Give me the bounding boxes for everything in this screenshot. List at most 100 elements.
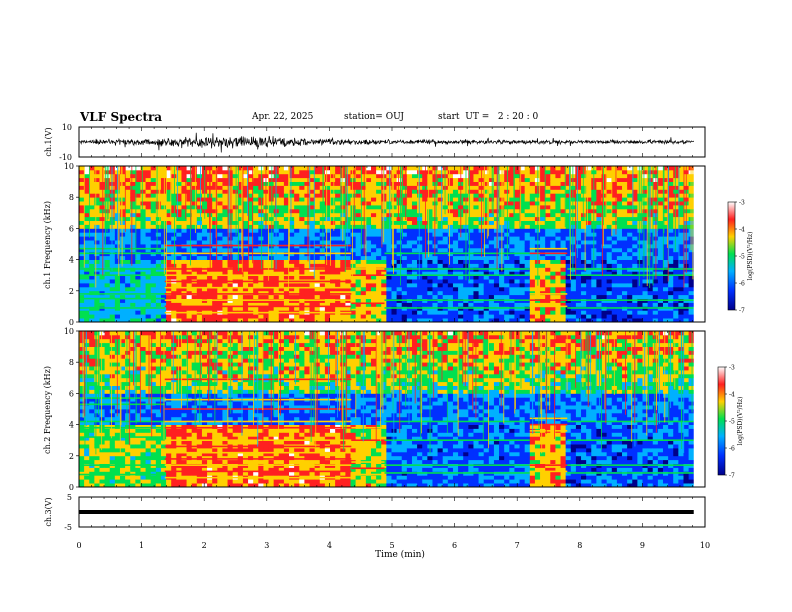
spectrogram-cell <box>386 208 392 214</box>
spectrogram-cell <box>411 181 418 186</box>
spectrogram-cell <box>84 247 90 253</box>
spectrogram-cell <box>186 290 193 296</box>
spectrogram-cell <box>365 197 372 202</box>
spectrogram-cell <box>642 259 649 264</box>
spectrogram-cell <box>417 228 423 233</box>
spectrogram-cell <box>616 279 623 284</box>
spectrogram-cell <box>335 314 341 319</box>
spectrogram-cell <box>668 290 674 296</box>
spectrogram-cell <box>232 263 239 268</box>
spectrogram-cell <box>565 201 572 206</box>
spectrogram-cell <box>191 173 198 179</box>
spectrogram-cell <box>294 208 300 214</box>
spectrogram-cell <box>283 189 290 194</box>
spectrogram-cell <box>478 275 485 280</box>
spectrogram-cell <box>207 306 213 311</box>
spectrogram-cell <box>499 302 505 307</box>
spectral-line <box>164 274 352 276</box>
spectrogram-cell <box>130 232 136 237</box>
spectrogram-cell <box>411 259 418 264</box>
spectrogram-cell <box>222 185 228 190</box>
spectrogram-cell <box>488 181 495 186</box>
spectrogram-cell <box>540 220 546 225</box>
spectrogram-cell <box>217 177 223 182</box>
spectrogram-cell <box>150 263 157 268</box>
spectrogram-cell <box>125 169 131 175</box>
spectrogram-cell <box>406 201 413 206</box>
spectrogram-cell <box>119 181 126 186</box>
spectrogram-cell <box>391 228 398 233</box>
spectrogram-cell <box>391 247 398 253</box>
spectrogram-cell <box>289 189 295 194</box>
spectrogram-cell <box>401 240 408 245</box>
spectrogram-cell <box>632 220 638 225</box>
spectrogram-cell <box>304 306 310 311</box>
spectrogram-cell <box>396 279 403 284</box>
spectrogram-cell <box>119 173 126 179</box>
spectrogram-cell <box>160 298 167 303</box>
spectrogram-cell <box>212 169 218 175</box>
spectrogram-cell <box>437 286 444 292</box>
spectrogram-cell <box>673 240 679 245</box>
spectrogram-cell <box>217 314 223 319</box>
spectrogram-cell <box>642 228 649 233</box>
spectrogram-cell <box>350 208 357 214</box>
spectrogram-cell <box>427 189 433 194</box>
spectrogram-cell <box>627 205 633 210</box>
spectrogram-cell <box>627 314 633 319</box>
spectrogram-cell <box>324 189 331 194</box>
spectrogram-cell <box>355 247 362 253</box>
spectrogram-cell <box>283 177 290 182</box>
spectrogram-cell <box>391 283 398 288</box>
spectrogram-cell <box>196 271 203 276</box>
spectrogram-cell <box>493 286 500 292</box>
spectrogram-cell <box>381 283 387 288</box>
spectrogram-cell <box>411 169 418 175</box>
spheric-streak <box>593 166 595 269</box>
spectrogram-cell <box>166 201 172 206</box>
spectrogram-cell <box>606 224 613 229</box>
spectrogram-cell <box>135 318 141 323</box>
spectrogram-cell <box>550 283 556 288</box>
spectrogram-cell <box>186 181 193 186</box>
spectrogram-cell <box>565 177 572 182</box>
spectrogram-cell <box>545 286 551 292</box>
spectrogram-cell <box>601 302 608 307</box>
spectrogram-cell <box>422 232 428 237</box>
spectrogram-cell <box>601 251 608 257</box>
spectrogram-cell <box>540 240 546 245</box>
spectrogram-cell <box>391 302 398 307</box>
spectrogram-cell <box>294 302 300 307</box>
spectrogram-cell <box>509 220 515 225</box>
spectrogram-cell <box>463 279 469 284</box>
spectrogram-cell <box>166 302 172 307</box>
spectrogram-cell <box>283 205 290 210</box>
spectrogram-cell <box>365 302 372 307</box>
spectrogram-cell <box>427 201 433 206</box>
spectrogram-cell <box>155 271 162 276</box>
spectrogram-cell <box>447 271 454 276</box>
spectrogram-cell <box>570 263 577 268</box>
spectrogram-cell <box>678 251 684 257</box>
spectrogram-cell <box>504 173 510 179</box>
spectrogram-cell <box>160 310 167 315</box>
spectrogram-cell <box>509 208 515 214</box>
spectrogram-cell <box>391 224 398 229</box>
spectrogram-cell <box>622 189 628 194</box>
spectrogram-cell <box>89 240 95 245</box>
spectrogram-cell <box>232 201 239 206</box>
spectrogram-cell <box>381 259 387 264</box>
spectrogram-cell <box>473 310 479 315</box>
spectrogram-cell <box>575 193 582 198</box>
spheric-streak <box>363 166 365 255</box>
spectrogram-cell <box>176 259 182 264</box>
spectrogram-cell <box>119 310 126 315</box>
spectrogram-cell <box>273 275 280 280</box>
spectrogram-cell <box>294 271 300 276</box>
spheric-streak <box>265 166 267 230</box>
spectrogram-cell <box>79 232 85 237</box>
spectrogram-cell <box>181 259 187 264</box>
spectrogram-cell <box>596 205 602 210</box>
spectrogram-cell <box>99 201 106 206</box>
spectrogram-cell <box>84 240 90 245</box>
